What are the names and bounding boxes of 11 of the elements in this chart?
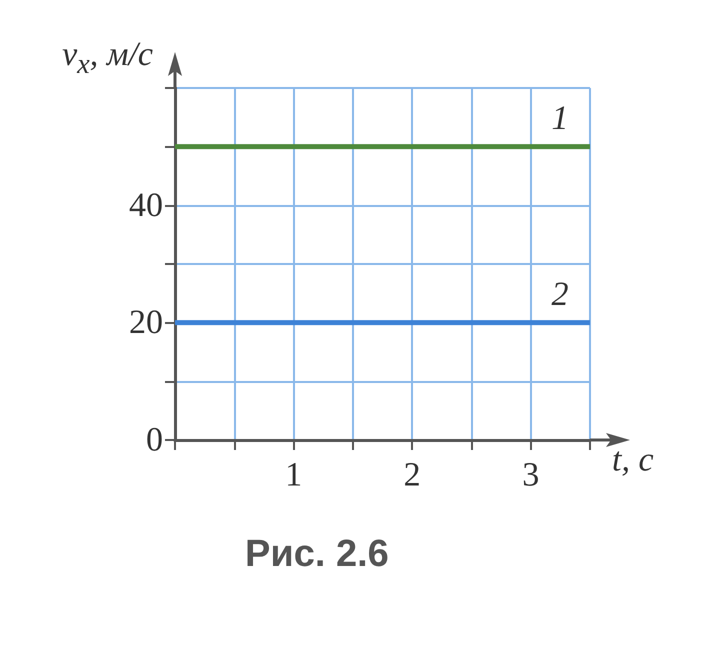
x-tick-label: 2 [404, 456, 421, 494]
x-tick-label: 1 [285, 456, 302, 494]
series-label: 2 [552, 276, 568, 314]
series-label: 1 [552, 100, 568, 138]
y-tick-label: 20 [129, 304, 163, 342]
x-tick-label: 3 [522, 456, 540, 494]
y-tick-label: 0 [146, 422, 163, 458]
y-tick-label: 40 [129, 186, 163, 224]
text: Рис. 2.6 [245, 533, 389, 575]
x-axis-title: t, с [612, 442, 654, 478]
y-axis-title: v$_{x}$, м/с [62, 36, 153, 80]
